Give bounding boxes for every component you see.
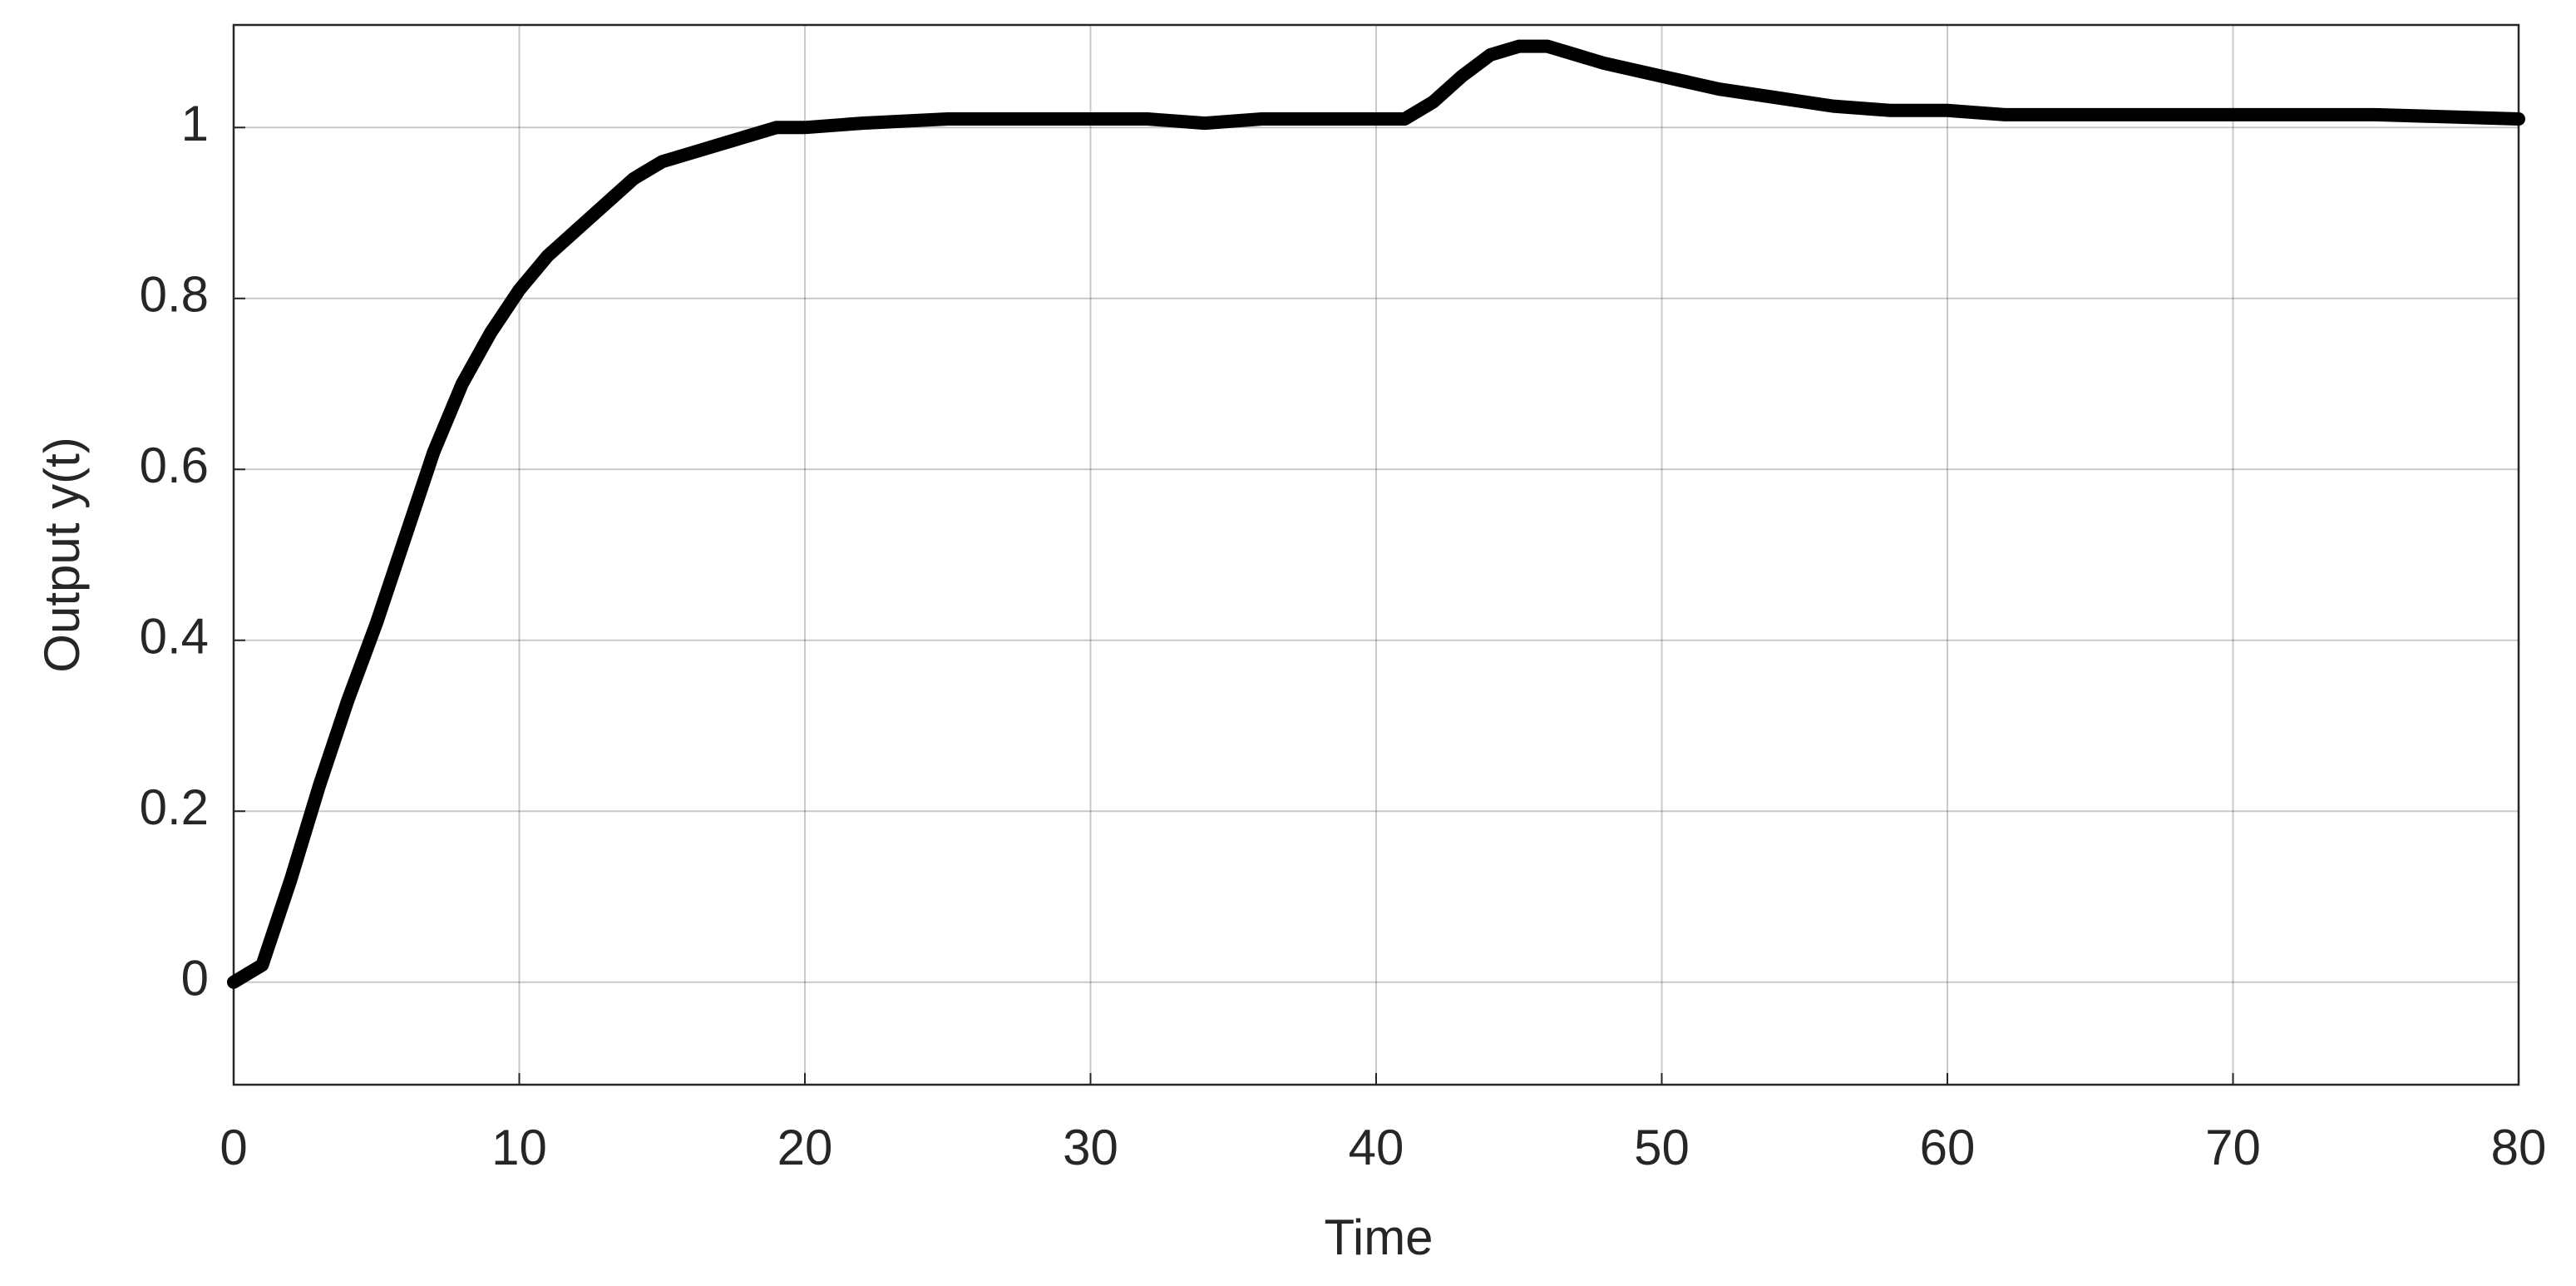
data-line [227, 39, 2525, 989]
y-axis-label: Output y(t) [34, 437, 90, 672]
y-tick-label: 0.6 [140, 438, 209, 493]
x-tick-label: 20 [777, 1120, 833, 1175]
y-tick-label: 0.2 [140, 779, 209, 835]
x-tick-label: 80 [2491, 1120, 2547, 1175]
x-tick-label: 10 [491, 1120, 547, 1175]
x-tick-label: 60 [1920, 1120, 1976, 1175]
y-tick-label: 0.8 [140, 267, 209, 323]
y-tick-label: 1 [181, 96, 209, 151]
x-tick-label: 30 [1063, 1120, 1118, 1175]
x-axis-label: Time [1324, 1209, 1433, 1265]
x-tick-label: 40 [1349, 1120, 1404, 1175]
x-tick-label: 0 [220, 1120, 247, 1175]
plot-frame [232, 23, 2520, 1086]
x-tick-label: 70 [2205, 1120, 2261, 1175]
x-tick-label: 50 [1634, 1120, 1690, 1175]
y-tick-label: 0.4 [140, 609, 209, 665]
y-tick-label: 0 [181, 951, 209, 1007]
